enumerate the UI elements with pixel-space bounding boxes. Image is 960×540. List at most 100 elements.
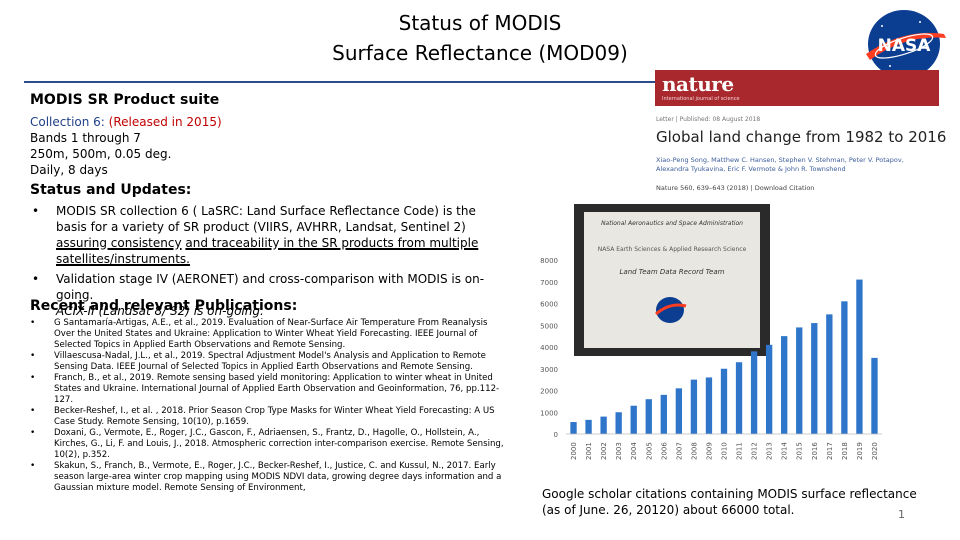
bar-2008 <box>690 379 698 434</box>
plaque-text-3: Land Team Data Record Team <box>619 268 725 276</box>
bullet-2-line-1: Validation stage IV (AERONET) and cross-… <box>56 272 485 302</box>
caption-line-2: (as of June. 26, 20120) about 66000 tota… <box>542 503 795 517</box>
paper-meta: Letter | Published: 08 August 2018 <box>656 116 761 123</box>
paper-authors: Xiao-Peng Song, Matthew C. Hansen, Steph… <box>656 156 904 173</box>
x-tick-label: 2013 <box>766 442 774 460</box>
x-tick-label: 2008 <box>690 442 698 460</box>
bar-2009 <box>705 377 713 434</box>
publication-item: • Doxani, G., Vermote, E., Roger, J.C., G… <box>30 428 510 461</box>
temporal-line: Daily, 8 days <box>30 163 108 177</box>
y-tick-label: 3000 <box>540 366 558 374</box>
y-tick-label: 4000 <box>540 344 558 352</box>
x-tick-label: 2017 <box>826 442 834 460</box>
product-suite-heading: MODIS SR Product suite <box>30 92 220 108</box>
title-line-2: Surface Reflectance (MOD09) <box>332 41 628 65</box>
status-bullet-2: • Validation stage IV (AERONET) and cros… <box>30 271 510 319</box>
x-tick-label: 2010 <box>721 442 729 460</box>
plaque-text-2: NASA Earth Sciences & Applied Research S… <box>597 246 747 253</box>
chart-y-axis: 0 1000 2000 3000 4000 5000 6000 7000 8000 <box>540 257 558 439</box>
bar-2001 <box>585 419 592 434</box>
publication-text: G Santamaría-Artigas, A.E., et al., 2019… <box>54 318 488 350</box>
bar-2005 <box>645 399 652 434</box>
paper-citation: Nature 560, 639–643 (2018) | Download Ci… <box>656 184 815 192</box>
plaque-seal-icon <box>655 297 687 323</box>
bullet-dot: • <box>30 373 36 383</box>
bullet-1-underlined-b: and traceability in the SR products from… <box>56 236 479 266</box>
collection-label: Collection 6: <box>30 115 109 129</box>
y-tick-label: 8000 <box>540 257 558 265</box>
publication-item: • Franch, B., et al., 2019. Remote sensin… <box>30 373 510 406</box>
publications-heading: Recent and relevant Publications: <box>30 298 298 314</box>
slide-title: Status of MODIS Surface Reflectance (MOD… <box>230 8 730 68</box>
y-tick-label: 0 <box>554 431 558 439</box>
bar-2013 <box>765 344 773 434</box>
nasa-logo-icon: NASA <box>866 10 946 78</box>
x-tick-label: 2015 <box>796 442 804 460</box>
x-tick-label: 2001 <box>585 442 593 460</box>
x-tick-label: 2003 <box>615 442 623 460</box>
bar-2000 <box>570 422 577 434</box>
x-tick-label: 2000 <box>570 442 578 460</box>
publication-text: Franch, B., et al., 2019. Remote sensing… <box>54 373 500 405</box>
bar-2003 <box>615 412 622 434</box>
bar-2014 <box>781 336 788 434</box>
bar-2017 <box>826 314 833 434</box>
publication-text: Villaescusa-Nadal, J.L., et al., 2019. S… <box>54 351 486 372</box>
bullet-dot: • <box>30 428 36 438</box>
status-bullets: • MODIS SR collection 6 ( LaSRC: Land Su… <box>30 203 510 319</box>
publication-item: • Villaescusa-Nadal, J.L., et al., 2019. … <box>30 351 510 373</box>
x-tick-label: 2006 <box>660 442 668 460</box>
bullet-dot: • <box>32 204 40 218</box>
bar-2020 <box>871 357 878 434</box>
x-tick-label: 2018 <box>841 442 849 460</box>
publications-list: • G Santamaría-Artigas, A.E., et al., 201… <box>30 318 510 494</box>
publication-item: • Becker-Reshef, I., et al. , 2018. Prior… <box>30 406 510 428</box>
bar-2012 <box>750 351 758 434</box>
bar-2004 <box>630 405 637 434</box>
x-tick-label: 2005 <box>645 442 653 460</box>
bullet-dot: • <box>30 461 36 471</box>
bar-2007 <box>675 388 683 434</box>
y-tick-label: 5000 <box>540 322 558 330</box>
plaque-text-1: National Aeronautics and Space Administr… <box>601 220 743 227</box>
collection-line: Collection 6: (Released in 2015) <box>30 114 222 130</box>
bar-2018 <box>841 301 848 434</box>
bar-2016 <box>811 323 818 434</box>
x-tick-label: 2002 <box>600 442 608 460</box>
collection-release: (Released in 2015) <box>108 115 222 129</box>
bar-2019 <box>856 279 863 434</box>
x-tick-label: 2007 <box>675 442 683 460</box>
publication-text: Skakun, S., Franch, B., Vermote, E., Rog… <box>54 461 502 493</box>
nature-subtitle: International journal of science <box>662 96 740 102</box>
bar-2015 <box>796 327 803 434</box>
x-tick-label: 2020 <box>871 442 879 460</box>
chart-x-axis: 2000 2001 2002 2003 2004 2005 2006 2007 2008 2009… <box>566 433 882 460</box>
caption-line-1: Google scholar citations containing MODI… <box>542 487 917 501</box>
publication-text: Becker-Reshef, I., et al. , 2018. Prior … <box>54 406 495 427</box>
resolution-line: 250m, 500m, 0.05 deg. <box>30 147 172 161</box>
bar-2010 <box>720 368 728 434</box>
x-tick-label: 2004 <box>630 442 638 460</box>
y-tick-label: 2000 <box>540 388 558 396</box>
bar-2002 <box>600 416 607 434</box>
chart-bars <box>570 279 878 434</box>
y-tick-label: 6000 <box>540 301 558 309</box>
y-tick-label: 1000 <box>540 409 558 417</box>
publication-item: • Skakun, S., Franch, B., Vermote, E., Ro… <box>30 461 510 494</box>
nasa-logo-text: NASA <box>878 36 932 56</box>
x-tick-label: 2016 <box>811 442 819 460</box>
collection-info: Collection 6: (Released in 2015) Bands 1… <box>30 114 222 178</box>
y-tick-label: 7000 <box>540 279 558 287</box>
status-bullet-1: • MODIS SR collection 6 ( LaSRC: Land Su… <box>30 203 510 267</box>
x-tick-label: 2009 <box>705 442 713 460</box>
award-plaque-certificate <box>584 212 760 348</box>
status-heading: Status and Updates: <box>30 182 192 198</box>
title-divider <box>24 81 704 83</box>
nature-logo: nature <box>662 72 734 96</box>
bar-2006 <box>660 394 667 434</box>
bar-2011 <box>735 362 743 434</box>
page-number: 1 <box>898 508 905 521</box>
title-line-1: Status of MODIS <box>398 11 562 35</box>
x-tick-label: 2019 <box>856 442 864 460</box>
paper-title: Global land change from 1982 to 2016 <box>656 128 947 146</box>
